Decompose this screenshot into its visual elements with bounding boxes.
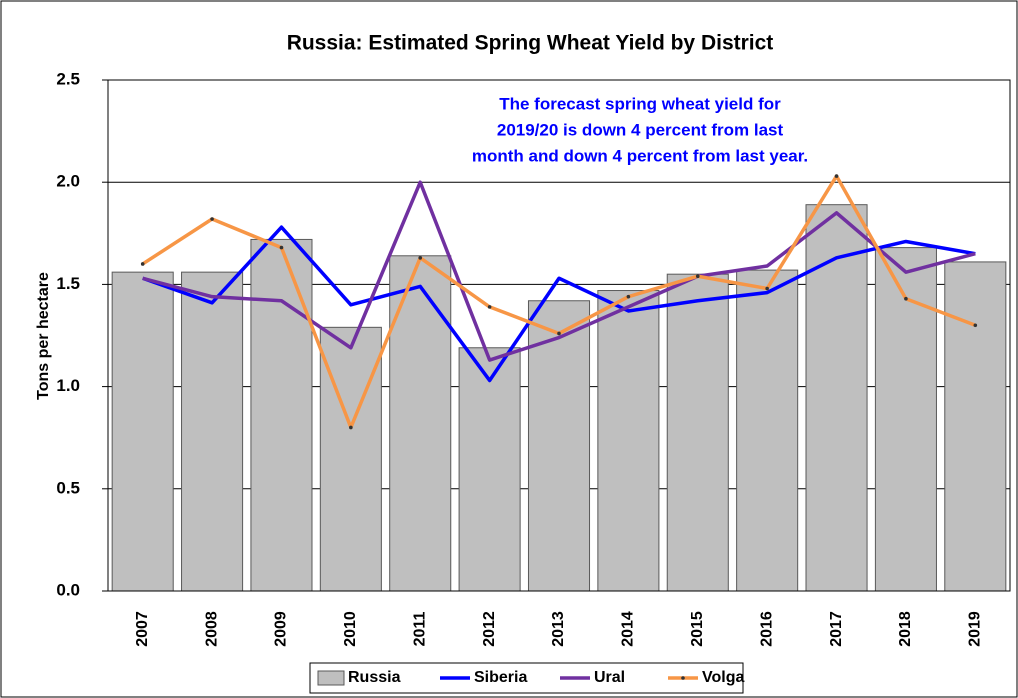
- x-tick-label: 2010: [342, 611, 359, 647]
- point: [834, 174, 839, 178]
- legend-label: Russia: [348, 669, 401, 686]
- x-tick-label: 2019: [967, 611, 984, 647]
- point: [210, 217, 214, 221]
- point: [279, 245, 284, 250]
- bar: [666, 273, 729, 592]
- y-tick-label: 0.0: [56, 580, 80, 599]
- x-tick-label: 2013: [550, 611, 567, 647]
- point: [140, 262, 145, 266]
- bar: [597, 290, 660, 592]
- point: [487, 305, 492, 309]
- annotation: 2019/20 is down 4 percent from last: [497, 120, 784, 139]
- point: [765, 286, 769, 291]
- x-tick-label: 2017: [828, 611, 845, 647]
- legend-swatch: [317, 670, 345, 686]
- bar: [250, 238, 313, 592]
- point: [973, 323, 978, 328]
- point: [695, 274, 700, 279]
- chart-title: Russia: Estimated Spring Wheat Yield by …: [287, 32, 774, 55]
- annotation: month and down 4 percent from last year.: [472, 146, 808, 165]
- legend-label: Ural: [594, 669, 625, 686]
- legend-label: Volga: [702, 669, 744, 686]
- x-tick-label: 2015: [689, 611, 706, 647]
- y-tick-label: 2.0: [56, 172, 80, 191]
- line: [142, 225, 976, 383]
- bar: [458, 347, 521, 592]
- bar: [527, 300, 591, 592]
- point: [904, 296, 908, 301]
- x-tick-label: 2014: [620, 611, 637, 647]
- x-tick-label: 2012: [481, 611, 498, 647]
- bar: [111, 271, 174, 592]
- x-tick-label: 2016: [758, 611, 775, 647]
- y-tick-label: 2.5: [56, 69, 80, 88]
- x-tick-label: 2008: [203, 611, 220, 647]
- bar: [181, 271, 244, 592]
- bar: [319, 326, 382, 592]
- point: [349, 425, 353, 430]
- point: [557, 331, 561, 336]
- line: [142, 180, 976, 362]
- x-tick-label: 2011: [411, 612, 428, 647]
- point: [626, 294, 631, 299]
- legend-label: Siberia: [474, 669, 527, 686]
- x-tick-label: 2009: [273, 611, 290, 647]
- bar: [805, 204, 868, 592]
- y-axis-label: Tons per hectare: [35, 272, 52, 400]
- y-tick-label: 1.5: [56, 274, 80, 293]
- x-tick-label: 2018: [897, 611, 914, 647]
- y-tick-label: 0.5: [56, 478, 80, 497]
- x-tick-label: 2007: [134, 611, 151, 647]
- bar: [736, 269, 799, 592]
- point: [418, 256, 423, 260]
- annotation: The forecast spring wheat yield for: [499, 94, 781, 113]
- y-tick-label: 1.0: [56, 376, 80, 395]
- bar: [944, 261, 1007, 592]
- legend-marker: [681, 676, 685, 680]
